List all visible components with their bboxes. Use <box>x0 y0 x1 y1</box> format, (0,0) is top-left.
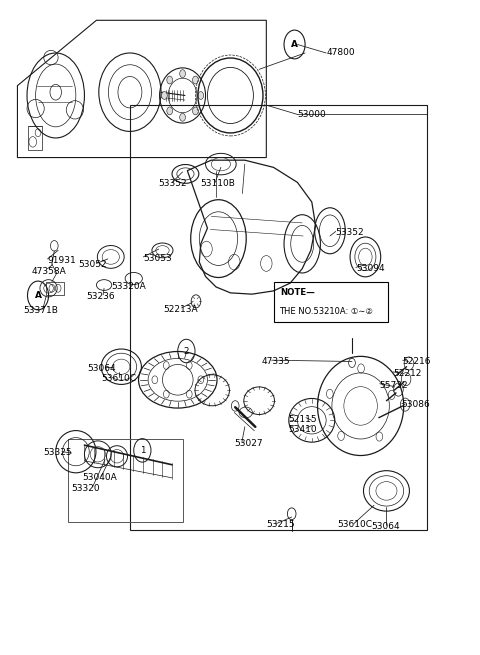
Text: 47358A: 47358A <box>32 267 67 276</box>
Bar <box>275 282 388 322</box>
Text: 53610C: 53610C <box>101 374 136 383</box>
Ellipse shape <box>161 92 167 100</box>
Text: 1: 1 <box>140 446 145 455</box>
Text: 53410: 53410 <box>288 425 316 434</box>
Text: A: A <box>35 291 42 300</box>
Text: 53053: 53053 <box>144 254 172 263</box>
Text: 52115: 52115 <box>288 415 316 424</box>
Text: 53052: 53052 <box>78 260 107 269</box>
Text: 53371B: 53371B <box>24 306 59 315</box>
Ellipse shape <box>167 76 173 84</box>
Text: 91931: 91931 <box>48 256 76 265</box>
Text: 53352: 53352 <box>336 228 364 237</box>
Bar <box>68 439 182 522</box>
Text: 47335: 47335 <box>262 357 290 366</box>
Text: 53064: 53064 <box>87 364 116 373</box>
Ellipse shape <box>180 69 185 77</box>
Text: A: A <box>291 40 298 49</box>
Ellipse shape <box>167 107 173 115</box>
Text: 53320A: 53320A <box>112 282 146 291</box>
Text: 53236: 53236 <box>86 292 115 301</box>
Text: 53027: 53027 <box>234 440 263 448</box>
Text: 47800: 47800 <box>326 48 355 58</box>
Text: 53215: 53215 <box>266 520 294 529</box>
Text: NOTE—: NOTE— <box>280 288 315 297</box>
Text: 52212: 52212 <box>393 369 421 378</box>
Text: THE NO.53210A: ①∼②: THE NO.53210A: ①∼② <box>279 307 373 316</box>
Ellipse shape <box>192 76 198 84</box>
Text: 53320: 53320 <box>72 484 100 493</box>
Text: 53110B: 53110B <box>201 179 236 188</box>
Ellipse shape <box>198 92 204 100</box>
Bar <box>130 105 427 530</box>
Text: 53094: 53094 <box>356 264 384 273</box>
Text: 55732: 55732 <box>380 381 408 390</box>
Text: 53086: 53086 <box>402 400 431 409</box>
Text: 53040A: 53040A <box>82 474 117 482</box>
Text: 52216: 52216 <box>403 357 431 366</box>
Bar <box>46 282 64 295</box>
Text: 2: 2 <box>184 346 189 356</box>
Text: 53064: 53064 <box>371 521 400 531</box>
Text: 53610C: 53610C <box>337 520 372 529</box>
Bar <box>28 126 42 150</box>
Ellipse shape <box>192 107 198 115</box>
Text: 52213A: 52213A <box>163 305 198 314</box>
Text: 53352: 53352 <box>158 179 187 188</box>
Text: 53325: 53325 <box>44 449 72 457</box>
Ellipse shape <box>180 113 185 121</box>
Text: 53000: 53000 <box>298 110 326 119</box>
